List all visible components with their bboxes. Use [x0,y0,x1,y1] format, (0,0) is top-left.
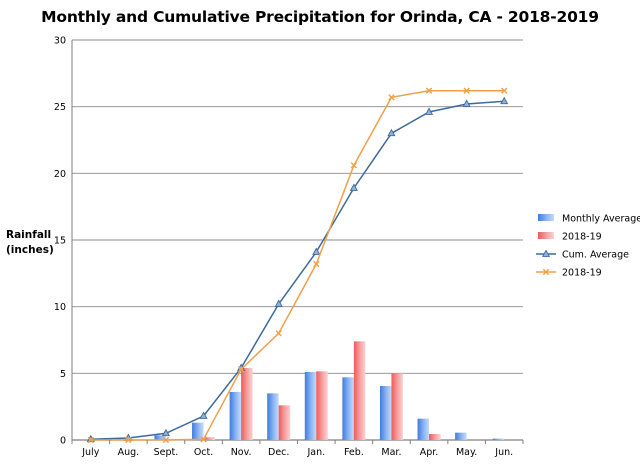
x-tick-label: Feb. [344,447,364,458]
bar [229,392,242,440]
bar [492,438,505,440]
line-point [312,247,321,255]
line-point [313,260,320,268]
legend-entry: Cum. Average [536,249,629,261]
line-point [387,128,396,137]
x-tick-label: July [81,447,99,458]
bar [455,432,467,440]
line-point [501,87,508,94]
y-tick-label: 0 [60,436,66,447]
bar [267,393,279,440]
chart-title: Monthly and Cumulative Precipitation for… [41,8,599,26]
x-tick-label: Jan. [306,447,325,458]
y-tick-label: 20 [54,169,66,180]
x-tick-label: Oct. [194,447,213,458]
grid-layer [72,39,523,441]
bars-layer [116,341,505,440]
bar [342,377,354,440]
line-point [162,436,170,444]
legend-label: Cum. Average [562,250,629,261]
line-point [425,87,433,94]
line-point [199,411,208,419]
y-axis-label-line2: (inches) [6,244,54,256]
legend-entry: 2018-19 [538,232,602,243]
y-tick-label: 10 [54,302,66,313]
line-point [274,299,283,307]
y-tick-label: 5 [60,369,66,380]
legend-marker [541,249,551,257]
legend-entry: 2018-19 [536,268,602,279]
x-tick-label: Aug. [118,447,140,458]
line-point [462,99,471,107]
line-point [200,436,207,443]
line-point [463,87,470,94]
bar [304,372,317,440]
line-point [87,436,94,444]
bar [429,434,441,440]
x-tick-label: Sept. [154,447,179,458]
legend-label: Monthly Average [562,214,640,225]
legend: Monthly Average 2018-19 Cum. Average 2018-1… [536,214,640,279]
series-line [90,100,505,441]
line-point [275,330,282,337]
line-point [500,96,509,105]
line-point [350,162,358,169]
bar [379,386,392,440]
legend-swatch [538,232,554,239]
x-tick-label: Apr. [420,447,439,458]
bar [278,405,291,440]
y-tick-label: 25 [54,102,66,113]
bar [353,341,366,440]
x-tick-label: Dec. [268,447,289,458]
line-point [424,107,434,115]
y-tick-label: 30 [54,36,66,47]
y-axis-label: Rainfall (inches) [6,228,66,258]
x-tick-label: Nov. [231,447,252,458]
lines-layer [86,87,509,444]
axis-layer: 0 5 10 15 20 25 30 July Aug. Sept. Oct. Nov. Dec. Jan… [54,36,524,458]
line-point [125,436,132,444]
legend-marker [542,268,550,276]
x-tick-label: Mar. [381,447,401,458]
x-tick-label: Jun. [494,447,513,458]
x-tick-label: May. [456,447,477,458]
bar [203,437,216,440]
legend-label: 2018-19 [562,268,602,279]
series-line [90,89,505,441]
bar [391,373,403,440]
bar [192,422,204,440]
legend-entry: Monthly Average [538,214,640,225]
bar [316,371,328,440]
y-axis-label-line1: Rainfall [6,229,52,241]
line-point [388,94,395,101]
bar [154,435,166,440]
bar [241,368,253,440]
y-tick-label: 15 [54,236,66,247]
line-point [161,428,171,437]
legend-label: 2018-19 [562,232,602,243]
bar [417,418,430,440]
line-point [237,366,245,373]
line-point [349,183,358,191]
legend-swatch [538,214,554,221]
